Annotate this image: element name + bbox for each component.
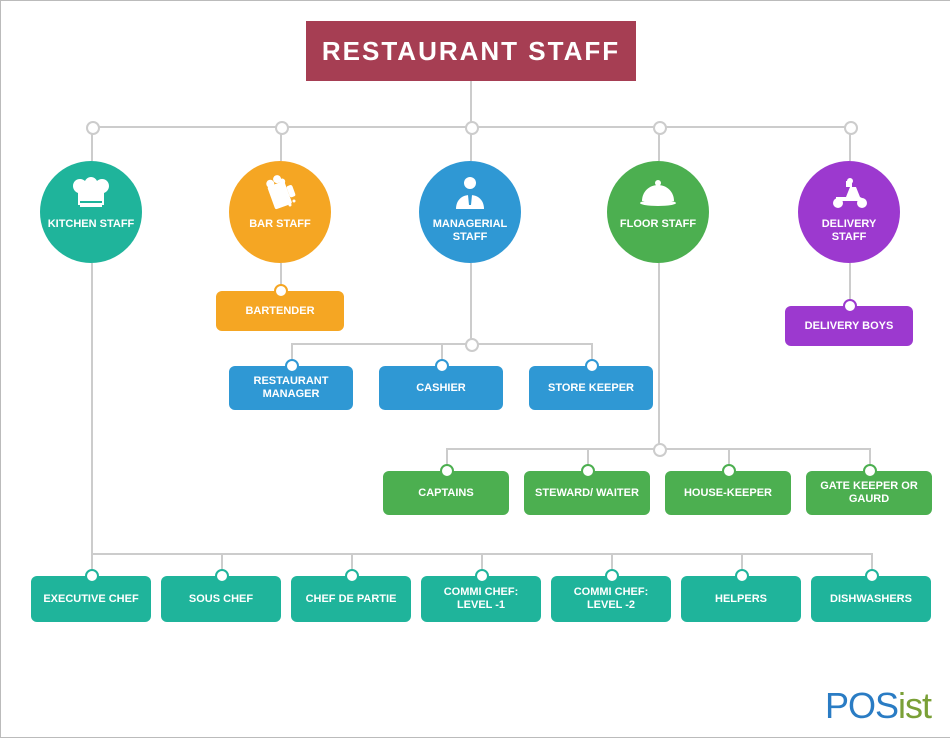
delivery-circle: DELIVERY STAFF [798,161,900,263]
bar-circle: BAR STAFF [229,161,331,263]
chef-de-partie-chip: CHEF DE PARTIE [291,576,411,622]
helpers-chip: HELPERS [681,576,801,622]
bartender-chip: BARTENDER [216,291,344,331]
captains-chip: CAPTAINS [383,471,509,515]
cloche-icon [607,175,709,214]
floor-circle: FLOOR STAFF [607,161,709,263]
store-keeper-chip: STORE KEEPER [529,366,653,410]
commi2-chip: COMMI CHEF: LEVEL -2 [551,576,671,622]
dishwashers-chip: DISHWASHERS [811,576,931,622]
commi1-chip: COMMI CHEF: LEVEL -1 [421,576,541,622]
executive-chef-chip: EXECUTIVE CHEF [31,576,151,622]
posist-logo: POSist [825,685,931,727]
delivery-boys-chip: DELIVERY BOYS [785,306,913,346]
chart-title: RESTAURANT STAFF [306,21,636,81]
housekeeper-chip: HOUSE-KEEPER [665,471,791,515]
manager-icon [419,175,521,214]
org-chart: RESTAURANT STAFF KITCHEN STAFF BAR STAFF… [0,0,950,738]
gatekeeper-chip: GATE KEEPER OR GAURD [806,471,932,515]
scooter-icon [798,175,900,214]
kitchen-circle: KITCHEN STAFF [40,161,142,263]
sous-chef-chip: SOUS CHEF [161,576,281,622]
managerial-circle: MANAGERIAL STAFF [419,161,521,263]
beer-mug-icon [229,175,331,214]
chef-hat-icon [40,175,142,214]
restaurant-manager-chip: RESTAURANT MANAGER [229,366,353,410]
steward-chip: STEWARD/ WAITER [524,471,650,515]
cashier-chip: CASHIER [379,366,503,410]
